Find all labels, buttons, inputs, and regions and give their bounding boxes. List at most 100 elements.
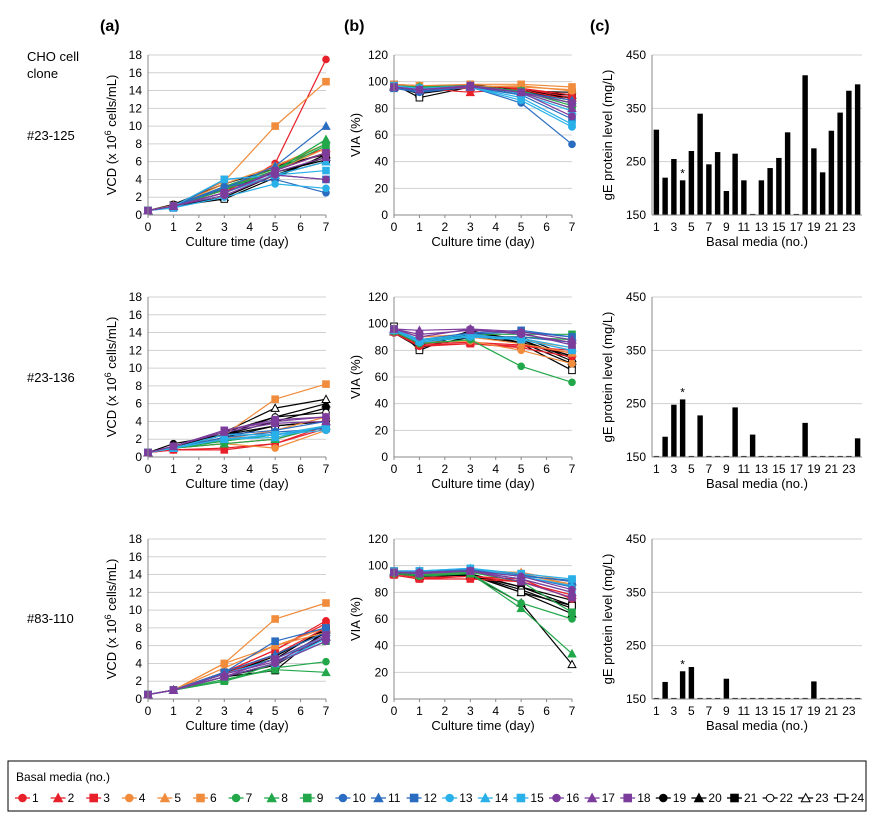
bar-22	[837, 455, 843, 457]
legend-item-5: 5	[157, 791, 181, 805]
y-tick-label: 80	[375, 101, 389, 115]
legend-item-9: 9	[299, 791, 324, 805]
series-1	[144, 616, 330, 699]
legend-label: 5	[174, 791, 181, 805]
x-tick-label: 23	[842, 220, 856, 234]
x-tick-label: 11	[738, 220, 751, 234]
y-tick-label: 4	[135, 172, 142, 186]
bar-10	[732, 153, 738, 215]
bar-7	[706, 164, 712, 215]
point-6-2	[220, 659, 229, 668]
y-tick-label: 20	[375, 423, 389, 437]
point-4-3	[271, 444, 279, 452]
legend-label: 12	[424, 791, 438, 805]
point-18-2	[466, 326, 475, 335]
x-tick-label: 21	[825, 220, 839, 234]
legend-marker	[586, 792, 598, 803]
point-15-2	[220, 435, 229, 444]
bar-6	[697, 697, 703, 699]
legend-label: 2	[68, 791, 75, 805]
bar-5	[688, 151, 695, 215]
bar-18	[802, 422, 808, 457]
bar-17	[793, 213, 800, 215]
y-tick-label: 350	[626, 101, 646, 115]
y-axis-label: VIA (%)	[348, 113, 363, 157]
y-tick-label: 450	[626, 290, 646, 304]
legend-marker	[445, 793, 455, 803]
point-4-4	[568, 359, 576, 368]
x-tick-label: 4	[492, 220, 499, 234]
bar-13	[758, 180, 765, 215]
legend-label: 20	[708, 791, 722, 805]
chart-b-row3: 0 20 40 60 80 100 120 0 1 2 3 4 5 6 7 Culture time (day…	[348, 532, 577, 733]
bar-13	[758, 455, 765, 457]
bar-12	[749, 434, 756, 457]
point-6-3	[271, 122, 279, 130]
legend-item-1: 1	[15, 791, 39, 805]
x-axis-label: Basal media (no.)	[706, 718, 808, 733]
legend-marker	[730, 793, 739, 803]
x-tick-label: 3	[221, 220, 228, 234]
y-axis-label: gE protein level (mg/L)	[600, 554, 615, 685]
legend-marker	[837, 793, 846, 803]
y-tick-label: 10	[129, 361, 143, 375]
bar-4	[679, 180, 686, 215]
y-tick-label: 0	[135, 450, 142, 464]
point-23-3	[270, 403, 280, 412]
series-23-line	[393, 571, 573, 665]
panel-label-b: (b)	[344, 18, 364, 35]
x-axis-label: Culture time (day)	[431, 718, 534, 733]
point-15-4	[568, 120, 576, 129]
bar-20	[819, 697, 826, 699]
x-tick-label: 0	[145, 220, 152, 234]
y-axis-label: VIA (%)	[348, 597, 363, 641]
bar-20	[819, 172, 826, 215]
point-18-4	[568, 341, 576, 349]
x-tick-label: 2	[442, 704, 449, 718]
legend-item-22: 22	[762, 791, 793, 805]
y-tick-label: 8	[135, 379, 142, 393]
y-tick-label: 100	[368, 317, 388, 331]
legend-label: 24	[851, 791, 865, 805]
x-tick-label: 6	[297, 220, 304, 234]
y-tick-label: 16	[129, 66, 143, 80]
x-tick-label: 2	[196, 220, 203, 234]
bar-16	[784, 697, 791, 699]
y-axis-label: gE protein level (mg/L)	[600, 312, 615, 443]
x-tick-label: 7	[323, 462, 330, 476]
point-12-3	[271, 637, 279, 646]
legend-item-23: 23	[798, 791, 829, 805]
point-12-4	[322, 624, 330, 632]
legend-marker	[89, 793, 99, 803]
point-7-4	[322, 657, 330, 666]
x-tick-label: 4	[246, 220, 253, 234]
legend-item-13: 13	[442, 791, 473, 805]
legend-label: 4	[139, 791, 146, 805]
x-tick-label: 5	[272, 462, 279, 476]
x-tick-label: 17	[790, 220, 804, 234]
y-tick-label: 18	[129, 48, 143, 62]
x-axis-label: Culture time (day)	[185, 476, 288, 491]
legend-marker	[338, 793, 348, 803]
y-tick-label: 4	[135, 656, 142, 670]
x-tick-label: 5	[688, 220, 695, 234]
legend-marker	[693, 792, 705, 803]
point-16-4	[322, 175, 330, 184]
legend-item-2: 2	[50, 791, 75, 805]
point-6-4	[322, 77, 330, 86]
bar-23	[846, 697, 852, 699]
y-axis-label: gE protein level (mg/L)	[600, 70, 615, 201]
bar-15	[776, 697, 782, 699]
x-tick-label: 5	[272, 704, 279, 718]
point-7-3	[517, 362, 525, 371]
y-tick-label: 0	[381, 450, 388, 464]
point-18-4	[322, 148, 330, 157]
y-tick-label: 450	[626, 532, 646, 546]
y-tick-label: 20	[375, 181, 389, 195]
bar-21	[828, 455, 835, 457]
bar-19	[811, 681, 817, 699]
legend-label: 3	[103, 791, 110, 805]
x-tick-label: 19	[807, 704, 821, 718]
series-18	[144, 148, 330, 215]
